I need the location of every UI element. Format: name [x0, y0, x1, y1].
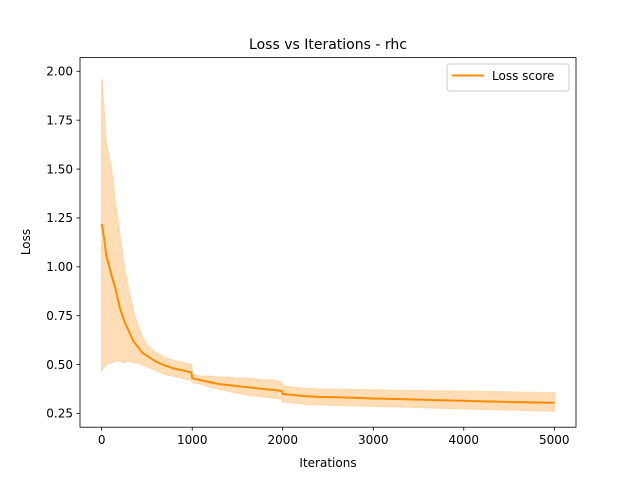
chart-title: Loss vs Iterations - rhc	[249, 37, 407, 53]
y-axis-label: Loss	[19, 229, 33, 255]
x-axis-label: Iterations	[299, 456, 356, 470]
axes-frame	[79, 57, 577, 428]
x-tick-label: 4000	[448, 433, 479, 447]
x-tick-label: 5000	[539, 433, 570, 447]
legend-label: Loss score	[492, 69, 554, 83]
confidence-band-0	[100, 79, 556, 412]
loss-series-line-0	[100, 223, 555, 404]
y-tick-label: 2.00	[46, 64, 73, 78]
x-tick-label: 3000	[358, 433, 389, 447]
y-tick-label: 1.00	[46, 260, 73, 274]
y-tick-label: 1.75	[46, 113, 73, 127]
legend-box	[446, 63, 570, 92]
y-tick-label: 0.25	[46, 407, 73, 421]
x-tick-label: 2000	[267, 433, 298, 447]
plot-area	[100, 79, 556, 412]
legend: Loss score	[446, 63, 570, 92]
y-tick-label: 0.75	[46, 309, 73, 323]
y-tick-label: 1.25	[46, 211, 73, 225]
x-tick-label: 1000	[177, 433, 208, 447]
y-tick-label: 0.50	[46, 358, 73, 372]
x-tick-label: 0	[98, 433, 106, 447]
y-tick-label: 1.50	[46, 162, 73, 176]
axis-ticks: 0 1000 2000 3000 4000 5000 0.25 0.50 0.75 1.00 1.2…	[46, 64, 569, 447]
